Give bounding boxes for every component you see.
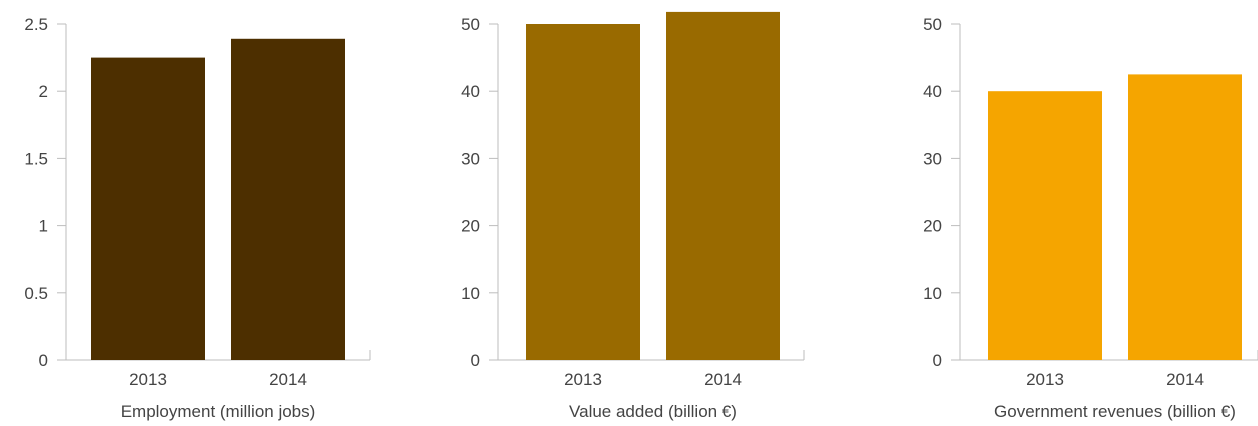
y-tick-label: 50	[461, 15, 480, 34]
bar-2013	[91, 57, 205, 360]
x-tick-label: 2014	[704, 370, 742, 389]
bar-2014	[231, 38, 345, 361]
y-tick-label: 1	[39, 217, 48, 236]
x-tick-label: 2014	[1166, 370, 1204, 389]
y-tick-label: 2.5	[24, 15, 48, 34]
y-tick-label: 30	[923, 149, 942, 168]
bar-2014	[666, 11, 780, 361]
y-tick-label: 1.5	[24, 149, 48, 168]
x-tick-label: 2013	[1026, 370, 1064, 389]
bar-2013	[988, 91, 1102, 360]
y-tick-label: 40	[923, 82, 942, 101]
y-tick-label: 0	[933, 351, 942, 370]
x-axis-label: Value added (billion €)	[569, 402, 737, 421]
chart-panel-3: 0 10 20 30 40 50 2013 2014 Government revenues (…	[923, 15, 1258, 421]
y-tick-label: 0	[39, 351, 48, 370]
bar-2014	[1128, 74, 1242, 361]
chart-panel-2: 0 10 20 30 40 50 2013 2014 Value added (billion …	[461, 11, 805, 421]
y-tick-label: 2	[39, 82, 48, 101]
y-tick-label: 0.5	[24, 284, 48, 303]
x-tick-label: 2013	[129, 370, 167, 389]
y-tick-label: 30	[461, 149, 480, 168]
x-axis-label: Government revenues (billion €)	[994, 402, 1236, 421]
y-tick-label: 20	[461, 217, 480, 236]
y-tick-label: 40	[461, 82, 480, 101]
x-axis-label: Employment (million jobs)	[121, 402, 316, 421]
x-tick-label: 2013	[564, 370, 602, 389]
y-tick-label: 0	[471, 351, 480, 370]
y-tick-label: 20	[923, 217, 942, 236]
chart-panel-1: 0 0.5 1 1.5 2 2.5 2013 2014 Employment (million …	[24, 15, 371, 421]
y-tick-label: 10	[461, 284, 480, 303]
y-tick-label: 10	[923, 284, 942, 303]
x-tick-label: 2014	[269, 370, 307, 389]
bar-2013	[526, 24, 640, 360]
y-tick-label: 50	[923, 15, 942, 34]
